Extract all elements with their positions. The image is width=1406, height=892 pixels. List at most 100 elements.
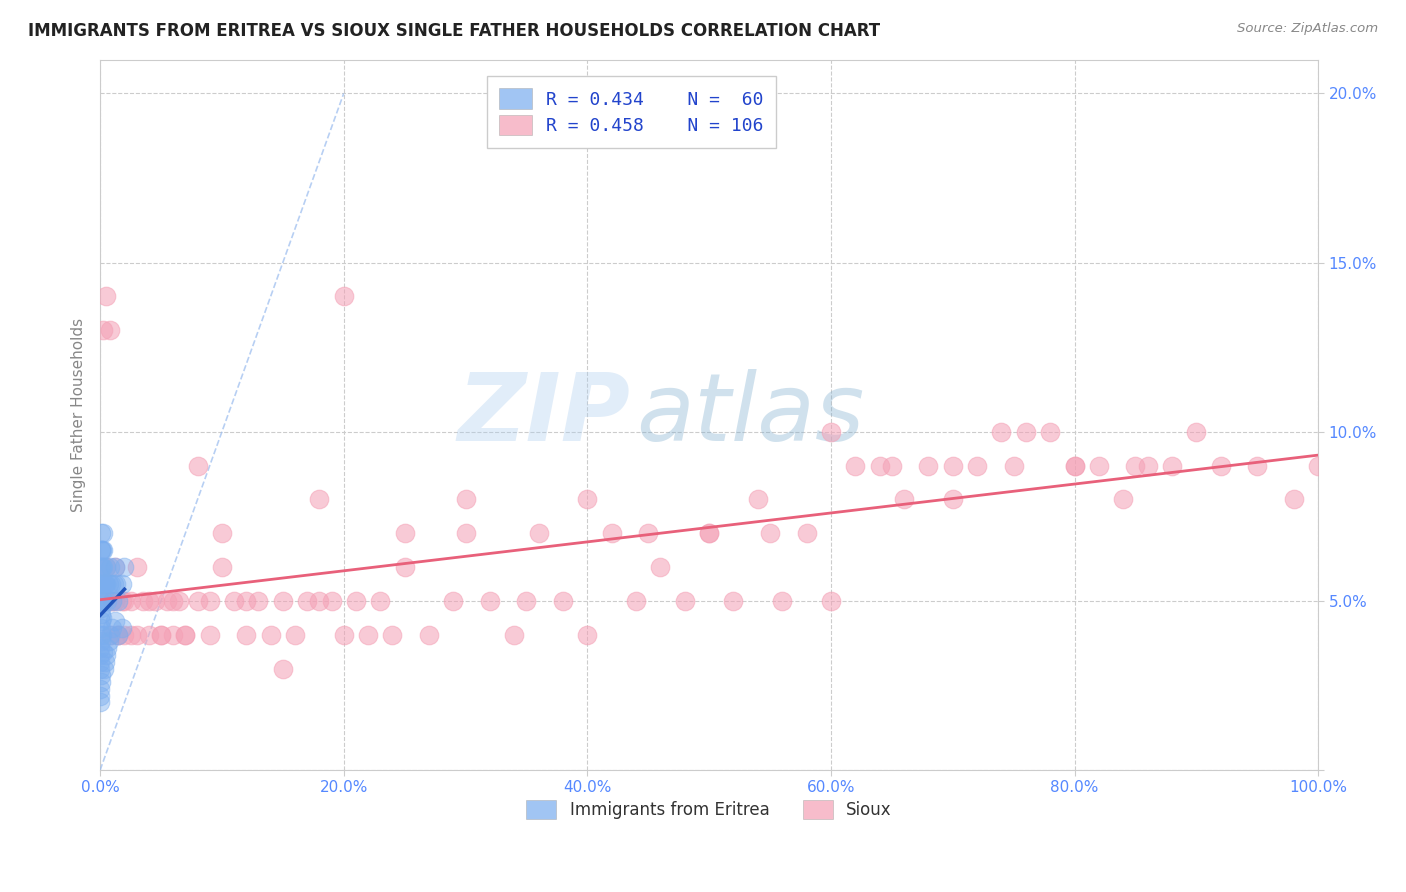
- Point: [454, 492, 477, 507]
- Point: [441, 594, 464, 608]
- Point: [673, 594, 696, 608]
- Point: [89, 681, 111, 696]
- Point: [96, 594, 118, 608]
- Point: [1282, 492, 1305, 507]
- Point: [90, 577, 112, 591]
- Point: [259, 628, 281, 642]
- Y-axis label: Single Father Households: Single Father Households: [72, 318, 86, 512]
- Point: [271, 594, 294, 608]
- Point: [344, 594, 367, 608]
- Point: [90, 668, 112, 682]
- Point: [98, 560, 121, 574]
- Point: [332, 628, 354, 642]
- Point: [917, 458, 939, 473]
- Point: [94, 560, 117, 574]
- Point: [759, 526, 782, 541]
- Point: [174, 628, 197, 642]
- Point: [91, 644, 114, 658]
- Point: [97, 594, 120, 608]
- Point: [91, 543, 114, 558]
- Point: [156, 594, 179, 608]
- Point: [869, 458, 891, 473]
- Point: [90, 634, 112, 648]
- Point: [89, 689, 111, 703]
- Point: [820, 594, 842, 608]
- Point: [93, 661, 115, 675]
- Point: [93, 594, 115, 608]
- Point: [1125, 458, 1147, 473]
- Point: [143, 594, 166, 608]
- Point: [478, 594, 501, 608]
- Point: [93, 594, 115, 608]
- Point: [224, 594, 246, 608]
- Point: [284, 628, 307, 642]
- Point: [162, 628, 184, 642]
- Point: [90, 628, 112, 642]
- Point: [97, 634, 120, 648]
- Point: [114, 560, 136, 574]
- Point: [90, 526, 112, 541]
- Point: [747, 492, 769, 507]
- Point: [211, 526, 233, 541]
- Point: [697, 526, 720, 541]
- Point: [90, 594, 112, 608]
- Text: Source: ZipAtlas.com: Source: ZipAtlas.com: [1237, 22, 1378, 36]
- Point: [321, 594, 343, 608]
- Point: [96, 577, 118, 591]
- Point: [1039, 425, 1062, 439]
- Point: [90, 611, 112, 625]
- Point: [90, 594, 112, 608]
- Point: [515, 594, 537, 608]
- Point: [394, 526, 416, 541]
- Point: [454, 526, 477, 541]
- Point: [94, 577, 117, 591]
- Point: [91, 628, 114, 642]
- Point: [1246, 458, 1268, 473]
- Point: [942, 492, 965, 507]
- Point: [98, 323, 121, 337]
- Point: [174, 628, 197, 642]
- Point: [125, 628, 148, 642]
- Point: [271, 661, 294, 675]
- Point: [138, 594, 160, 608]
- Point: [91, 526, 114, 541]
- Point: [93, 577, 115, 591]
- Point: [111, 594, 134, 608]
- Point: [90, 543, 112, 558]
- Point: [107, 628, 129, 642]
- Point: [235, 594, 257, 608]
- Point: [332, 289, 354, 303]
- Point: [111, 621, 134, 635]
- Point: [90, 577, 112, 591]
- Point: [600, 526, 623, 541]
- Point: [1185, 425, 1208, 439]
- Point: [89, 577, 111, 591]
- Point: [104, 560, 127, 574]
- Point: [120, 594, 142, 608]
- Point: [96, 648, 118, 662]
- Point: [368, 594, 391, 608]
- Point: [96, 289, 118, 303]
- Point: [104, 560, 127, 574]
- Point: [650, 560, 672, 574]
- Point: [104, 577, 127, 591]
- Point: [90, 675, 112, 690]
- Point: [308, 492, 330, 507]
- Point: [418, 628, 440, 642]
- Point: [990, 425, 1012, 439]
- Point: [91, 560, 114, 574]
- Point: [97, 577, 120, 591]
- Point: [357, 628, 380, 642]
- Point: [96, 641, 118, 656]
- Point: [1112, 492, 1135, 507]
- Legend: Immigrants from Eritrea, Sioux: Immigrants from Eritrea, Sioux: [520, 793, 898, 826]
- Point: [394, 560, 416, 574]
- Point: [89, 648, 111, 662]
- Point: [942, 458, 965, 473]
- Point: [187, 594, 209, 608]
- Point: [381, 628, 404, 642]
- Point: [100, 628, 122, 642]
- Point: [1015, 425, 1038, 439]
- Point: [91, 323, 114, 337]
- Point: [1136, 458, 1159, 473]
